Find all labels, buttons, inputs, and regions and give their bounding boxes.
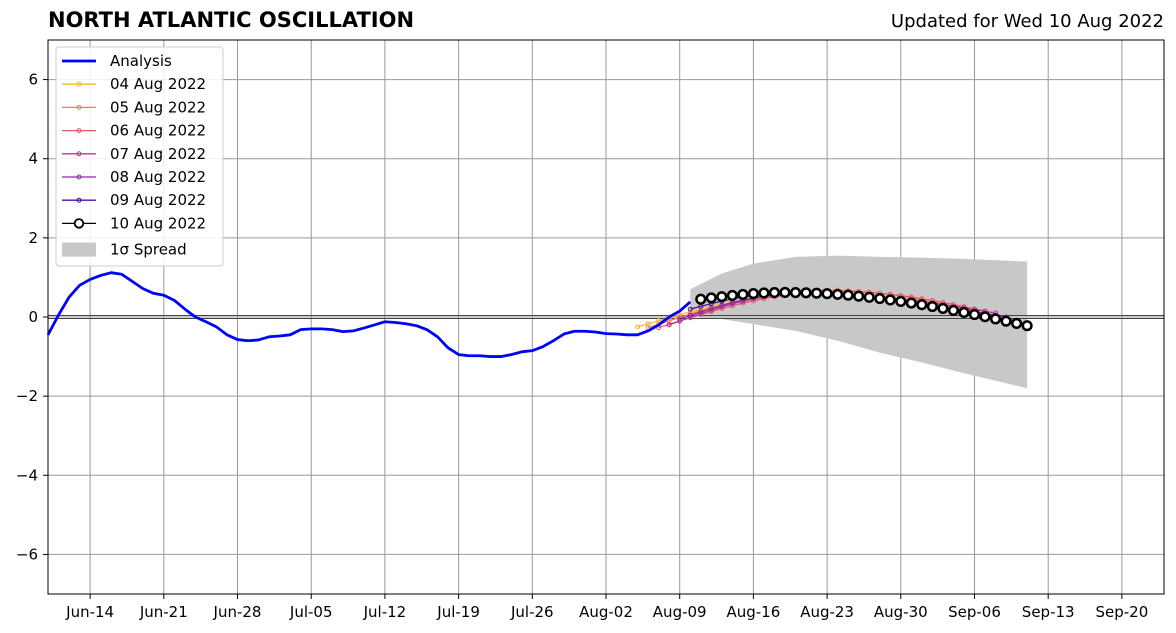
forecast-point: [698, 309, 704, 315]
legend-label: Analysis: [110, 52, 172, 70]
x-tick-label: Jul-05: [289, 603, 333, 621]
tick-label-layer: Jun-14 Jun-21 Jun-28 Jul-05 Jul-12 Jul-19 Jul-…: [16, 71, 1148, 621]
legend-marker: [76, 151, 82, 157]
y-tick-label: −2: [16, 387, 38, 405]
forecast-point: [737, 288, 749, 300]
forecast-point: [687, 312, 693, 318]
forecast-point: [958, 306, 970, 319]
chart-title: NORTH ATLANTIC OSCILLATION: [48, 8, 415, 32]
forecast-point: [687, 306, 693, 312]
forecast-point: [853, 290, 865, 302]
forecast-point: [832, 288, 844, 300]
legend-marker: [76, 81, 82, 87]
x-tick-label: Sep-20: [1095, 603, 1148, 621]
forecast-point: [1021, 320, 1033, 332]
x-tick-label: Jun-21: [139, 603, 188, 621]
y-tick-label: 2: [28, 229, 38, 247]
forecast-point: [979, 311, 991, 323]
x-tick-label: Jul-12: [363, 603, 407, 621]
legend-marker: [76, 197, 82, 203]
forecast-point: [779, 286, 791, 299]
legend-box: [55, 46, 224, 267]
forecast-point: [768, 287, 781, 299]
y-tick-label: 0: [28, 308, 38, 326]
x-tick-label: Aug-23: [800, 603, 854, 621]
forecast-point: [811, 287, 823, 299]
forecast-point: [863, 291, 875, 303]
forecast-point: [916, 299, 928, 311]
forecast-point: [905, 297, 917, 309]
x-tick-label: Jun-14: [65, 603, 114, 621]
legend-label: 05 Aug 2022: [110, 98, 206, 116]
forecast-point: [708, 306, 714, 312]
analysis-line: [46, 271, 692, 358]
x-tick-label: Sep-06: [948, 603, 1001, 621]
forecast-point: [968, 309, 981, 321]
legend-marker: [76, 128, 82, 134]
forecast-point: [789, 286, 802, 299]
forecast-point: [926, 300, 938, 313]
forecast-point: [716, 291, 728, 303]
forecast-point: [947, 304, 959, 316]
forecast-point: [821, 288, 833, 300]
legend-marker: [76, 104, 82, 110]
legend-marker: [73, 218, 85, 229]
x-tick-label: Sep-13: [1022, 603, 1075, 621]
analysis-layer: [46, 271, 692, 358]
x-tick-label: Aug-16: [726, 603, 780, 621]
forecast-point: [1000, 315, 1012, 327]
x-tick-label: Aug-09: [653, 603, 707, 621]
legend-swatch: [62, 242, 96, 257]
y-tick-label: 6: [28, 71, 38, 89]
x-tick-label: Aug-02: [579, 603, 633, 621]
chart-subtitle: Updated for Wed 10 Aug 2022: [890, 11, 1164, 32]
forecast-point: [726, 289, 738, 302]
legend: Analysis 04 Aug 2022 05 Aug 2022 06 Aug 202…: [55, 46, 224, 267]
spread-band: [690, 255, 1028, 389]
forecast-point: [695, 293, 707, 305]
legend-label: 08 Aug 2022: [110, 168, 206, 186]
forecast-point: [635, 324, 641, 330]
y-tick-label: −6: [16, 545, 38, 563]
y-tick-label: 4: [28, 150, 38, 168]
forecast-point: [884, 294, 896, 306]
forecast-point: [677, 318, 683, 324]
forecast-point: [758, 287, 770, 299]
forecast-series-layer: [635, 286, 1033, 332]
forecast-point: [842, 289, 854, 301]
forecast-point: [747, 288, 759, 300]
forecast-point: [705, 292, 717, 304]
forecast-point: [800, 287, 812, 299]
forecast-point: [666, 322, 672, 328]
legend-label: 06 Aug 2022: [110, 122, 206, 140]
legend-label: 04 Aug 2022: [110, 75, 206, 93]
forecast-point: [874, 292, 886, 305]
legend-label: 07 Aug 2022: [110, 145, 206, 163]
legend-label: 09 Aug 2022: [110, 191, 206, 209]
forecast-point: [989, 313, 1002, 325]
forecast-point: [677, 316, 683, 322]
legend-label: 10 Aug 2022: [110, 214, 206, 232]
legend-label: 1σ Spread: [110, 241, 187, 259]
forecast-point: [1011, 317, 1023, 329]
x-tick-label: Jul-26: [510, 603, 554, 621]
spread-layer: [690, 255, 1028, 389]
x-tick-label: Aug-30: [874, 603, 928, 621]
grid-layer: [48, 40, 1164, 594]
forecast-point: [895, 295, 907, 307]
x-tick-label: Jul-19: [436, 603, 480, 621]
y-tick-label: −4: [16, 466, 38, 484]
x-tick-label: Jun-28: [213, 603, 262, 621]
legend-marker: [76, 174, 82, 180]
forecast-point: [937, 302, 949, 314]
